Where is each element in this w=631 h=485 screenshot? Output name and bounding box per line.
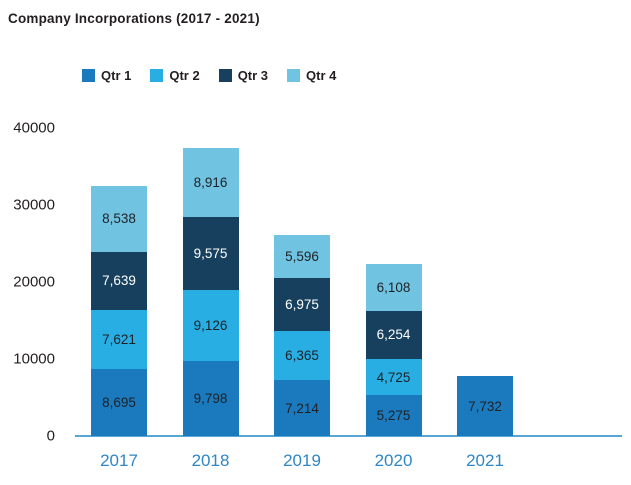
legend-item-qtr-2: Qtr 2	[150, 68, 200, 83]
chart-title: Company Incorporations (2017 - 2021)	[8, 11, 260, 26]
segment-value-label: 8,538	[102, 211, 136, 227]
segment-value-label: 4,725	[376, 369, 411, 385]
bar-segment-2019-qtr-2: 6,365	[274, 331, 330, 381]
legend-swatch-qtr-3	[218, 69, 232, 82]
legend-swatch-qtr-4	[287, 69, 301, 82]
bar-segment-2017-qtr-3: 7,639	[91, 251, 147, 311]
y-axis-tick-label-0: 0	[46, 427, 55, 445]
bar-segment-2017-qtr-2: 7,621	[91, 310, 147, 370]
segment-value-label: 6,365	[285, 348, 319, 364]
segment-value-label: 7,732	[468, 398, 502, 414]
legend-item-qtr-3: Qtr 3	[218, 68, 269, 83]
x-axis-label-2021: 2021	[466, 451, 504, 470]
legend-swatch-qtr-2	[150, 69, 164, 82]
y-axis-tick-label-20000: 20000	[13, 273, 55, 291]
bar-segment-2018-qtr-2: 9,126	[182, 290, 239, 361]
segment-value-label: 8,916	[193, 174, 228, 190]
legend-item-qtr-1: Qtr 1	[82, 68, 131, 83]
legend-swatch-qtr-1	[82, 69, 95, 82]
legend-label: Qtr 1	[101, 68, 132, 83]
x-axis-label-2020: 2020	[374, 451, 413, 470]
segment-value-label: 6,975	[285, 297, 319, 313]
x-axis-line	[75, 435, 622, 437]
bar-segment-2017-qtr-4: 8,538	[91, 185, 147, 252]
legend-label: Qtr 4	[306, 68, 337, 83]
bar-segment-2020-qtr-3: 6,254	[365, 310, 422, 359]
bar-segment-2017-qtr-1: 8,695	[91, 369, 147, 436]
segment-value-label: 9,798	[193, 390, 228, 406]
segment-value-label: 5,596	[285, 248, 319, 264]
bar-segment-2018-qtr-3: 9,575	[182, 216, 239, 291]
bar-segment-2019-qtr-3: 6,975	[274, 277, 330, 332]
legend-item-qtr-4: Qtr 4	[287, 68, 336, 83]
legend-label: Qtr 2	[169, 68, 200, 83]
segment-value-label: 5,275	[376, 408, 411, 424]
legend: Qtr 1 Qtr 2 Qtr 3 Qtr 4	[82, 68, 336, 83]
bar-segment-2018-qtr-4: 8,916	[182, 147, 239, 217]
bar-segment-2020-qtr-4: 6,108	[365, 263, 422, 311]
segment-value-label: 8,695	[102, 395, 136, 411]
segment-value-label: 7,639	[102, 273, 136, 289]
bar-segment-2019-qtr-1: 7,214	[274, 380, 330, 436]
bar-segment-2019-qtr-4: 5,596	[274, 234, 330, 278]
y-axis-tick-label-10000: 10000	[13, 350, 55, 368]
x-axis-label-2018: 2018	[191, 451, 230, 470]
x-axis-label-2017: 2017	[100, 451, 138, 470]
x-axis-label-2019: 2019	[283, 451, 321, 470]
bar-segment-2020-qtr-1: 5,275	[365, 395, 422, 436]
bar-segment-2018-qtr-1: 9,798	[182, 360, 239, 436]
bar-segment-2020-qtr-2: 4,725	[365, 359, 422, 396]
segment-value-label: 9,126	[193, 317, 228, 333]
y-axis-tick-label-40000: 40000	[13, 119, 55, 137]
segment-value-label: 7,621	[102, 332, 136, 348]
segment-value-label: 9,575	[193, 245, 228, 261]
bar-segment-2021-qtr-1: 7,732	[457, 376, 513, 436]
segment-value-label: 7,214	[285, 400, 319, 416]
segment-value-label: 6,254	[376, 327, 411, 343]
segment-value-label: 6,108	[376, 279, 411, 295]
y-axis-tick-label-30000: 30000	[13, 196, 55, 214]
legend-label: Qtr 3	[237, 68, 269, 83]
